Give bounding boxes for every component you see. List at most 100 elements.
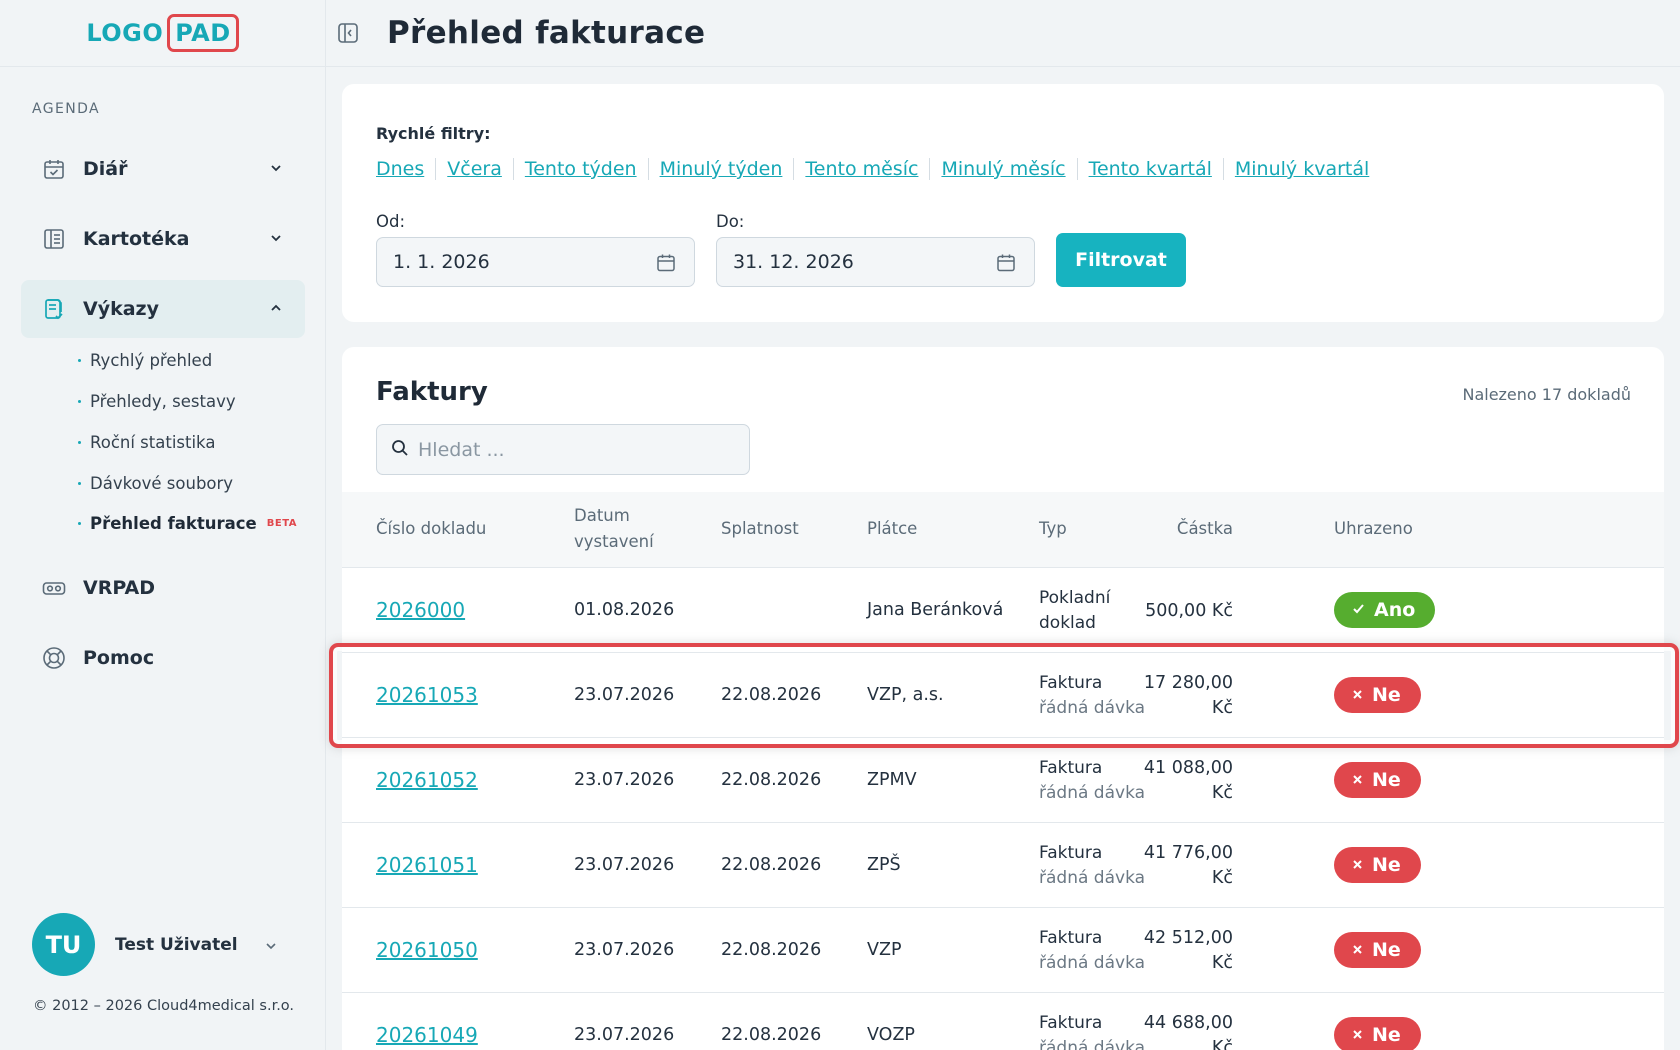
sidebar-toggle-icon[interactable]	[336, 21, 360, 45]
payer: VOZP	[867, 1025, 915, 1045]
date-from-value: 1. 1. 2026	[393, 251, 490, 273]
invoice-number-link[interactable]: 20261052	[376, 768, 478, 792]
column-header-number[interactable]: Číslo dokladu	[376, 519, 487, 538]
sidebar-subitem-rychly-prehled[interactable]: Rychlý přehled	[78, 351, 212, 370]
due-date: 22.08.2026	[721, 1025, 822, 1045]
quick-filter-minuly-kvartal[interactable]: Minulý kvartál	[1234, 158, 1370, 180]
sidebar-subitem-label: Roční statistika	[90, 433, 216, 452]
invoice-type: Faktura řádná dávka	[1039, 756, 1145, 806]
amount: 42 512,00 Kč	[1144, 926, 1233, 976]
quick-filter-tento-kvartal[interactable]: Tento kvartál	[1088, 158, 1212, 180]
invoice-type: Faktura řádná dávka	[1039, 841, 1145, 891]
issued-date: 23.07.2026	[574, 940, 675, 960]
column-header-type[interactable]: Typ	[1039, 519, 1067, 538]
date-from-input[interactable]: 1. 1. 2026	[376, 237, 695, 287]
lifebuoy-icon	[41, 645, 67, 671]
section-title: Faktury	[376, 377, 488, 407]
table-row[interactable]: 20261049 23.07.2026 22.08.2026 VOZP Fakt…	[342, 993, 1664, 1050]
logo-text: LOGO	[86, 19, 164, 47]
paid-status-badge: Ne	[1334, 762, 1421, 798]
filter-card: Rychlé filtry: Dnes Včera Tento týden Mi…	[342, 84, 1664, 322]
column-header-amount[interactable]: Částka	[1176, 519, 1233, 538]
payer: ZPMV	[867, 770, 917, 790]
sidebar-item-vykazy[interactable]: Výkazy	[21, 280, 305, 338]
payer: Jana Beránková	[867, 600, 1004, 620]
table-row[interactable]: 20261051 23.07.2026 22.08.2026 ZPŠ Faktu…	[342, 823, 1664, 908]
calendar-icon[interactable]	[996, 253, 1016, 278]
paid-status-badge: Ne	[1334, 932, 1421, 968]
sidebar-item-diar[interactable]: Diář	[21, 140, 305, 198]
amount-line1: 44 688,00	[1143, 1013, 1233, 1033]
quick-filter-tento-mesic[interactable]: Tento měsíc	[805, 158, 919, 180]
table-row[interactable]: 2026000 01.08.2026 Jana Beránková Poklad…	[342, 568, 1664, 653]
close-icon	[1352, 686, 1363, 704]
column-header-paid[interactable]: Uhrazeno	[1334, 519, 1413, 538]
table-row[interactable]: 20261050 23.07.2026 22.08.2026 VZP Faktu…	[342, 908, 1664, 993]
close-icon	[1352, 856, 1363, 874]
bullet-icon	[78, 359, 81, 362]
sidebar-subitem-prehled-fakturace[interactable]: Přehled fakturace BETA	[78, 514, 297, 533]
payer: VZP, a.s.	[867, 685, 944, 705]
issued-date: 23.07.2026	[574, 855, 675, 875]
calendar-icon	[41, 156, 67, 182]
column-header-due[interactable]: Splatnost	[721, 519, 799, 538]
calendar-icon[interactable]	[656, 253, 676, 278]
results-count: Nalezeno 17 dokladů	[1462, 385, 1631, 404]
amount-line1: 42 512,00	[1143, 928, 1233, 948]
invoice-number-link[interactable]: 20261051	[376, 853, 478, 877]
logo[interactable]: LOGO PAD	[86, 14, 239, 52]
quick-filter-tento-tyden[interactable]: Tento týden	[524, 158, 637, 180]
quick-filter-vcera[interactable]: Včera	[447, 158, 502, 180]
table-row[interactable]: 20261052 23.07.2026 22.08.2026 ZPMV Fakt…	[342, 738, 1664, 823]
column-header-issued[interactable]: Datum vystavení	[574, 503, 654, 555]
sidebar-item-label: Diář	[83, 158, 128, 180]
amount: 500,00 Kč	[1145, 599, 1233, 624]
invoice-number-link[interactable]: 2026000	[376, 598, 466, 622]
due-date: 22.08.2026	[721, 940, 822, 960]
sidebar-subitem-rocni-statistika[interactable]: Roční statistika	[78, 433, 215, 452]
amount-line1: 500,00 Kč	[1145, 601, 1233, 621]
paid-status-label: Ano	[1374, 599, 1416, 621]
invoices-card: Faktury Nalezeno 17 dokladů Hledat ... Č…	[342, 347, 1664, 1050]
quick-filter-dnes[interactable]: Dnes	[376, 158, 425, 180]
divider	[512, 158, 514, 180]
chevron-down-icon	[264, 938, 278, 957]
bullet-icon	[78, 400, 81, 403]
user-menu[interactable]: TU Test Uživatel	[32, 913, 292, 976]
amount-line1: 41 776,00	[1143, 843, 1233, 863]
invoice-number-link[interactable]: 20261053	[376, 683, 478, 707]
search-input[interactable]: Hledat ...	[376, 424, 750, 475]
amount: 44 688,00 Kč	[1144, 1011, 1233, 1050]
divider	[647, 158, 649, 180]
due-date: 22.08.2026	[721, 770, 822, 790]
paid-status-badge: Ne	[1334, 677, 1421, 713]
amount: 41 088,00 Kč	[1144, 756, 1233, 806]
date-to-input[interactable]: 31. 12. 2026	[716, 237, 1035, 287]
date-to-value: 31. 12. 2026	[733, 251, 854, 273]
sidebar-item-kartoteka[interactable]: Kartotéka	[21, 210, 305, 268]
paid-status-badge: Ano	[1334, 592, 1436, 628]
quick-filter-minuly-mesic[interactable]: Minulý měsíc	[941, 158, 1066, 180]
invoice-type-line1: Faktura	[1039, 673, 1103, 693]
invoice-number-link[interactable]: 20261050	[376, 938, 478, 962]
amount-line2: Kč	[1211, 698, 1233, 718]
sidebar-item-vrpad[interactable]: VRPAD	[21, 559, 305, 617]
table-row[interactable]: 20261053 23.07.2026 22.08.2026 VZP, a.s.…	[342, 653, 1664, 738]
invoice-number-link[interactable]: 20261049	[376, 1023, 478, 1047]
bullet-icon	[78, 522, 81, 525]
amount: 41 776,00 Kč	[1144, 841, 1233, 891]
logo-area: LOGO PAD	[0, 0, 325, 67]
invoice-type-line1: Pokladní	[1039, 588, 1111, 608]
column-header-payer[interactable]: Plátce	[867, 519, 918, 538]
row-highlight-outline	[329, 643, 1679, 748]
close-icon	[1352, 771, 1363, 789]
page-title: Přehled fakturace	[387, 15, 706, 51]
quick-filter-minuly-tyden[interactable]: Minulý týden	[659, 158, 783, 180]
sidebar-item-pomoc[interactable]: Pomoc	[21, 629, 305, 687]
sidebar-subitem-davkove-soubory[interactable]: Dávkové soubory	[78, 474, 233, 493]
sidebar-subitem-prehledy-sestavy[interactable]: Přehledy, sestavy	[78, 392, 236, 411]
column-header-issued-line2: vystavení	[574, 532, 654, 551]
chevron-up-icon	[269, 300, 283, 319]
invoice-type-line1: Faktura	[1039, 843, 1103, 863]
filter-button[interactable]: Filtrovat	[1056, 233, 1186, 287]
